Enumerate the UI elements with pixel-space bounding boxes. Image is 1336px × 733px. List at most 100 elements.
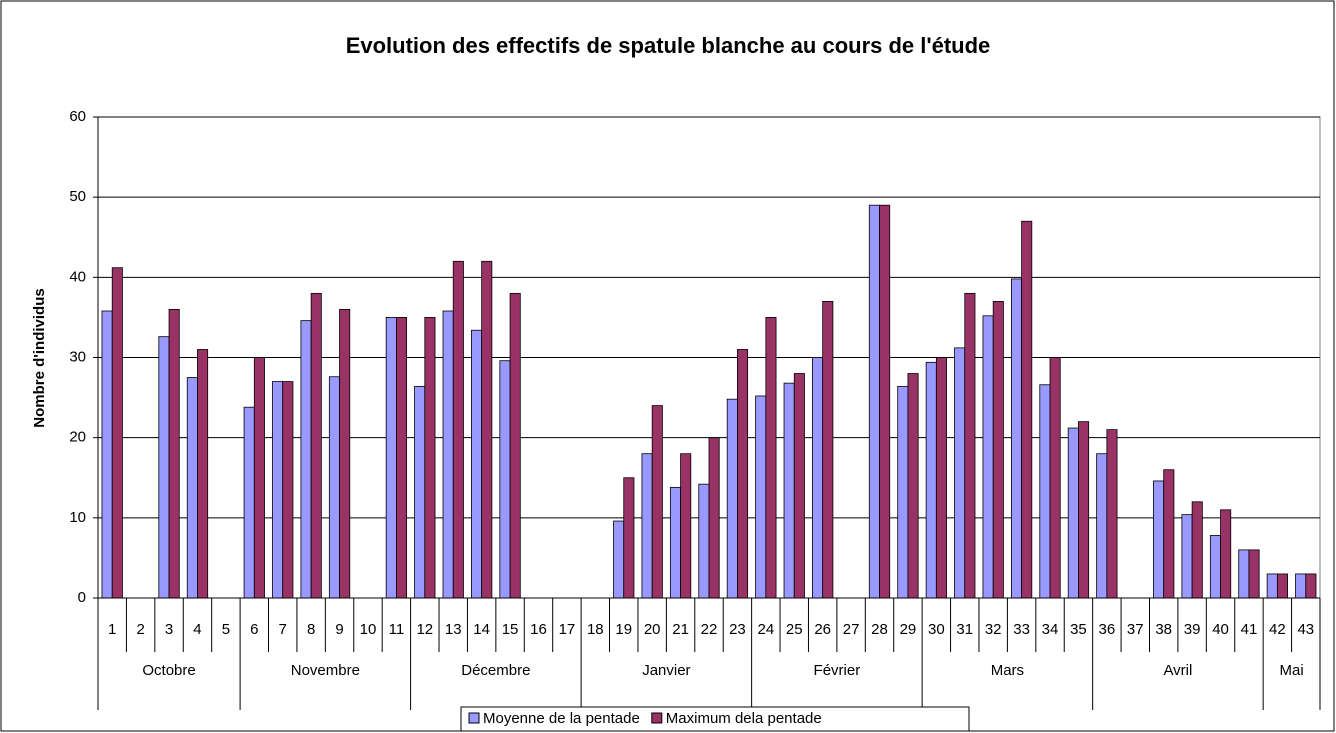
y-tick-label: 10 <box>69 509 86 526</box>
month-label: Avril <box>1163 662 1192 679</box>
bar <box>1266 573 1278 599</box>
x-tick-label: 20 <box>644 621 661 638</box>
x-tick-label: 27 <box>843 621 860 638</box>
bar <box>783 382 795 599</box>
x-tick-label: 6 <box>250 621 258 638</box>
x-tick-label: 40 <box>1212 621 1229 638</box>
x-tick-label: 34 <box>1042 621 1059 638</box>
bar <box>1248 549 1260 599</box>
bar <box>1153 480 1165 599</box>
x-tick-label: 9 <box>335 621 343 638</box>
bar <box>1106 429 1118 599</box>
bar <box>812 357 824 599</box>
bar <box>158 336 170 599</box>
x-tick-label: 18 <box>587 621 604 638</box>
bar <box>992 300 1004 599</box>
bar <box>300 320 312 599</box>
bar <box>1238 549 1250 599</box>
bar <box>726 398 738 599</box>
bar <box>1276 573 1289 599</box>
month-label: Mars <box>991 662 1024 679</box>
legend-swatch <box>468 712 480 724</box>
bar <box>1078 421 1090 599</box>
x-tick-label: 3 <box>165 621 173 638</box>
x-tick-label: 36 <box>1099 621 1116 638</box>
bar <box>897 385 909 599</box>
bar <box>954 347 966 599</box>
x-tick-label: 24 <box>757 621 774 638</box>
x-tick-label: 35 <box>1070 621 1087 638</box>
x-tick-label: 21 <box>672 621 689 638</box>
bar <box>1305 573 1317 599</box>
y-tick-label: 60 <box>69 108 86 125</box>
bar <box>793 373 805 599</box>
bar <box>868 204 880 599</box>
bar <box>111 267 123 599</box>
x-tick-label: 13 <box>445 621 462 638</box>
x-tick-label: 39 <box>1184 621 1201 638</box>
bar <box>613 520 625 599</box>
x-tick-label: 31 <box>956 621 973 638</box>
x-tick-label: 43 <box>1297 621 1314 638</box>
bar <box>442 310 454 599</box>
bar <box>1295 573 1307 599</box>
chart-title: Evolution des effectifs de spatule blanc… <box>346 33 991 58</box>
y-tick-label: 20 <box>69 429 86 446</box>
bar <box>964 292 976 599</box>
y-tick-label: 50 <box>69 188 86 205</box>
bar <box>641 453 653 599</box>
bar <box>698 483 710 599</box>
month-label: Octobre <box>142 662 195 679</box>
bar <box>755 395 767 599</box>
bar <box>253 357 265 599</box>
legend-box <box>460 706 970 732</box>
y-tick-label: 0 <box>78 589 86 606</box>
x-tick-label: 37 <box>1127 621 1144 638</box>
month-label: Novembre <box>291 662 360 679</box>
bar <box>339 308 351 599</box>
y-tick-label: 30 <box>69 348 86 365</box>
y-axis-label: Nombre d'individus <box>31 288 48 427</box>
bar <box>471 329 483 599</box>
x-tick-label: 41 <box>1241 621 1258 638</box>
bar <box>982 315 994 599</box>
x-tick-label: 33 <box>1013 621 1030 638</box>
month-label: Mai <box>1279 662 1303 679</box>
bar <box>907 373 919 599</box>
bar <box>414 385 426 599</box>
bar <box>509 292 521 599</box>
bar <box>708 437 720 599</box>
x-tick-label: 30 <box>928 621 945 638</box>
month-label: Février <box>814 662 861 679</box>
x-tick-label: 5 <box>222 621 230 638</box>
x-tick-label: 10 <box>360 621 377 638</box>
x-tick-label: 42 <box>1269 621 1286 638</box>
bar <box>1049 357 1061 599</box>
bar <box>101 310 113 599</box>
bar <box>737 349 749 599</box>
bar <box>499 360 511 599</box>
bar <box>1096 453 1108 599</box>
x-tick-label: 15 <box>502 621 519 638</box>
bar <box>310 292 322 599</box>
bar <box>328 376 340 599</box>
bar <box>1021 220 1033 599</box>
bar <box>822 300 834 599</box>
x-tick-label: 2 <box>136 621 144 638</box>
x-tick-label: 25 <box>786 621 803 638</box>
x-tick-label: 1 <box>108 621 116 638</box>
bar <box>879 204 891 599</box>
bar <box>282 381 294 599</box>
bar <box>272 381 284 599</box>
bar <box>243 406 255 599</box>
x-tick-label: 23 <box>729 621 746 638</box>
bar <box>1191 501 1203 599</box>
x-tick-label: 12 <box>416 621 433 638</box>
x-tick-label: 7 <box>279 621 287 638</box>
bar <box>1209 535 1221 599</box>
x-tick-label: 19 <box>615 621 632 638</box>
legend-label: Maximum dela pentade <box>666 710 822 727</box>
x-tick-label: 32 <box>985 621 1002 638</box>
bar <box>623 477 635 599</box>
